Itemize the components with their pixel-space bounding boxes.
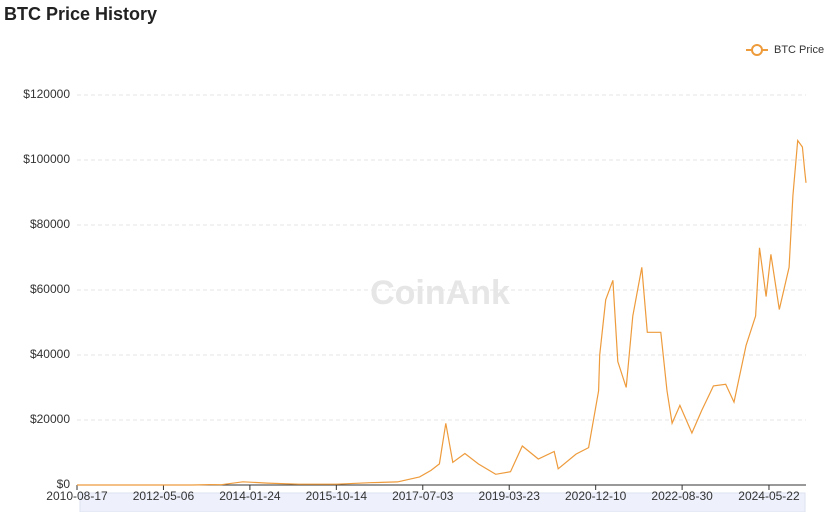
y-tick-label: $60000: [30, 282, 70, 296]
x-tick-label: 2015-10-14: [306, 489, 368, 503]
x-tick-label: 2017-07-03: [392, 489, 454, 503]
legend-marker: [751, 44, 763, 56]
x-tick-label: 2022-08-30: [651, 489, 713, 503]
price-line: [77, 138, 807, 486]
y-tick-label: $0: [57, 477, 71, 491]
y-tick-label: $20000: [30, 412, 70, 426]
y-tick-label: $120000: [23, 87, 70, 101]
x-tick-label: 2010-08-17: [46, 489, 108, 503]
y-tick-label: $80000: [30, 217, 70, 231]
chart-title: BTC Price History: [4, 4, 157, 24]
x-tick-label: 2019-03-23: [479, 489, 541, 503]
y-tick-label: $40000: [30, 347, 70, 361]
legend-label: BTC Price: [774, 44, 824, 56]
zoom-bar[interactable]: [79, 492, 806, 512]
x-tick-label: 2024-05-22: [738, 489, 800, 503]
watermark: CoinAnk: [370, 274, 510, 312]
x-tick-label: 2014-01-24: [219, 489, 281, 503]
x-tick-label: 2012-05-06: [133, 489, 195, 503]
x-tick-label: 2020-12-10: [565, 489, 627, 503]
y-tick-label: $100000: [23, 152, 70, 166]
